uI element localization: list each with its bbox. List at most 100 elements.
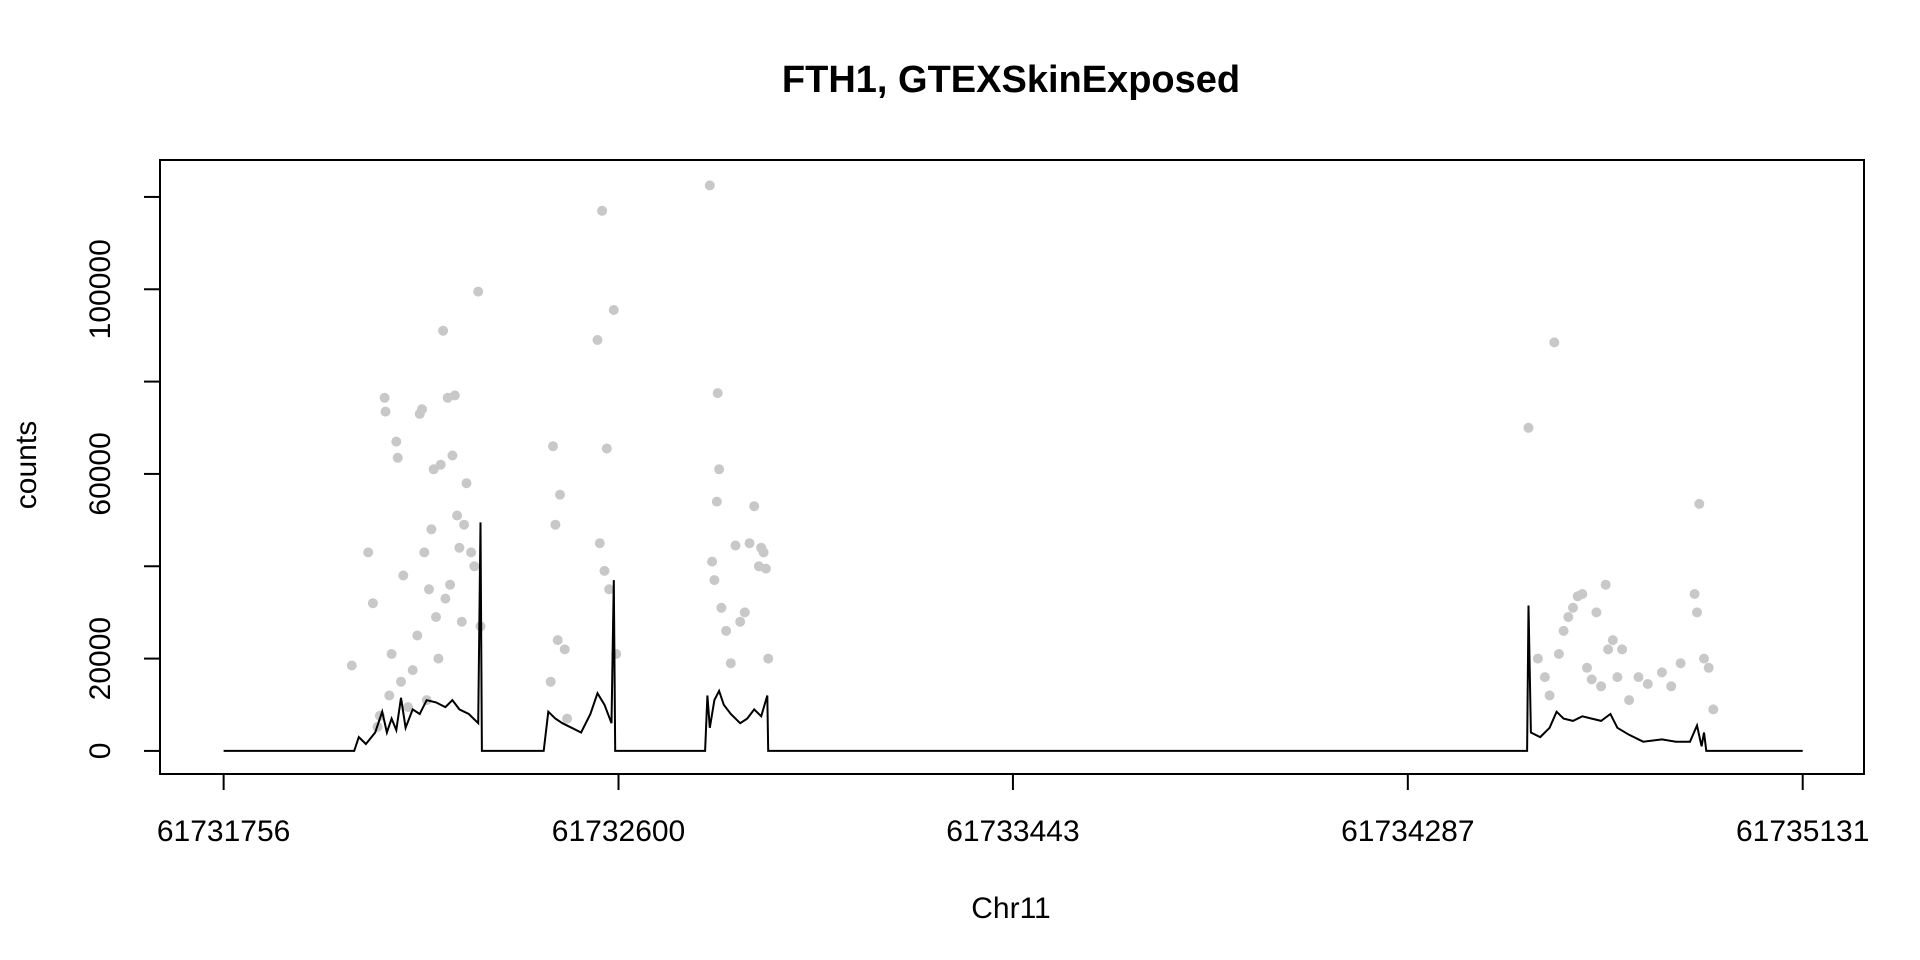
data-point	[1553, 649, 1564, 659]
data-point	[1642, 679, 1653, 689]
data-point	[1656, 667, 1667, 678]
chart-title: FTH1, GTEXSkinExposed	[782, 59, 1240, 101]
data-point	[403, 702, 413, 713]
y-tick-label: 60000	[84, 432, 117, 515]
data-point	[1607, 635, 1618, 646]
data-point	[730, 540, 741, 551]
data-point	[466, 547, 477, 558]
data-point	[1617, 644, 1628, 655]
points-layer	[346, 180, 1719, 732]
data-point	[452, 510, 463, 521]
data-point	[1633, 672, 1644, 683]
data-point	[407, 665, 418, 676]
data-point	[739, 607, 750, 618]
data-point	[735, 616, 746, 627]
data-point	[1563, 612, 1574, 622]
data-point	[1603, 644, 1614, 655]
data-point	[604, 584, 615, 595]
data-point	[712, 388, 723, 399]
data-point	[426, 524, 437, 535]
data-point	[1612, 672, 1623, 683]
data-point	[1539, 672, 1550, 683]
data-point	[763, 653, 774, 664]
data-point	[346, 660, 357, 671]
data-point	[380, 406, 391, 417]
y-tick-label: 0	[84, 743, 117, 760]
data-point	[1582, 662, 1592, 673]
data-point	[594, 538, 605, 549]
data-point	[459, 519, 470, 530]
y-axis-label: counts	[10, 421, 43, 509]
data-point	[601, 443, 612, 454]
data-point	[704, 180, 715, 191]
data-point	[709, 575, 720, 586]
data-point	[1624, 695, 1635, 706]
data-point	[1591, 607, 1602, 618]
data-point	[716, 602, 727, 613]
data-point	[454, 542, 465, 553]
data-point	[1577, 589, 1588, 599]
x-tick-label: 61735131	[1736, 815, 1869, 848]
y-axis: 0 20000 60000 100000	[84, 195, 161, 760]
data-point	[433, 653, 444, 664]
data-point	[1708, 704, 1719, 715]
x-tick-label: 61732600	[552, 815, 685, 848]
y-tick-label: 20000	[84, 617, 117, 700]
x-axis-label: Chr11	[971, 892, 1050, 925]
data-point	[1544, 690, 1555, 701]
data-point	[744, 538, 755, 549]
data-point	[438, 325, 449, 336]
y-tick-label: 100000	[84, 239, 117, 339]
data-point	[714, 464, 725, 475]
data-point	[555, 489, 565, 500]
data-point	[473, 286, 484, 297]
data-point	[749, 501, 760, 512]
data-point	[711, 496, 722, 507]
data-point	[758, 547, 769, 558]
data-point	[398, 570, 409, 581]
data-point	[721, 625, 732, 636]
data-point	[392, 452, 403, 463]
data-point	[592, 335, 603, 345]
data-point	[419, 547, 430, 558]
data-point	[1586, 674, 1597, 685]
median-line	[223, 522, 1803, 752]
data-point	[545, 676, 556, 687]
data-point	[760, 563, 771, 574]
data-point	[363, 547, 374, 558]
data-point	[1596, 681, 1607, 692]
data-point	[550, 519, 561, 530]
data-point	[1703, 662, 1714, 673]
data-point	[707, 556, 718, 567]
data-point	[1549, 337, 1560, 348]
plot-frame	[159, 159, 1865, 775]
data-point	[559, 644, 570, 655]
data-point	[1600, 579, 1611, 590]
data-point	[431, 612, 441, 622]
data-point	[469, 561, 480, 572]
data-point	[456, 616, 467, 627]
data-point	[1694, 498, 1705, 509]
data-point	[608, 305, 619, 315]
data-point	[445, 579, 456, 590]
data-point	[461, 478, 472, 489]
data-point	[725, 658, 736, 669]
data-point	[548, 441, 558, 452]
data-point	[1675, 658, 1686, 669]
data-point	[447, 450, 458, 461]
data-point	[396, 676, 406, 687]
data-point	[424, 584, 434, 595]
data-point	[552, 635, 563, 646]
data-point	[1689, 589, 1700, 599]
data-point	[599, 565, 610, 576]
data-point	[417, 404, 427, 415]
data-point	[1699, 653, 1709, 664]
data-point	[440, 593, 451, 604]
data-point	[367, 598, 378, 609]
data-point	[597, 205, 608, 216]
data-point	[449, 390, 460, 401]
data-point	[379, 392, 390, 403]
x-tick-label: 61731756	[157, 815, 290, 848]
data-point	[1692, 607, 1702, 618]
